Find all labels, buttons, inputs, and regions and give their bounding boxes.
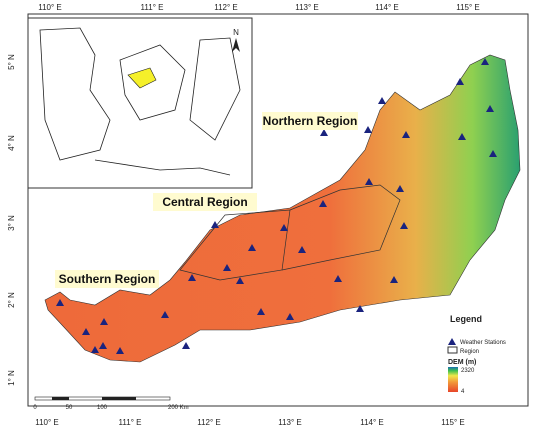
legend-label: Region bbox=[460, 349, 479, 355]
legend-region-symbol bbox=[447, 346, 458, 354]
region-label-box bbox=[262, 112, 358, 130]
legend-title: Legend bbox=[450, 314, 482, 324]
inset-map bbox=[27, 17, 253, 189]
scale-bar-segment bbox=[102, 397, 136, 400]
inset-highlight bbox=[127, 67, 157, 89]
longitude-label: 115° E bbox=[456, 3, 480, 12]
region-boundary bbox=[281, 184, 401, 271]
legend-dem-ramp bbox=[448, 367, 458, 392]
scale-label: 200 Km bbox=[168, 405, 189, 411]
longitude-label: 112° E bbox=[214, 3, 238, 12]
region-label-box bbox=[55, 270, 159, 288]
latitude-label: 5° N bbox=[7, 54, 16, 70]
region-label: Southern Region bbox=[59, 272, 156, 286]
region-boundary bbox=[179, 209, 291, 281]
north-arrow bbox=[232, 38, 240, 52]
longitude-label: 114° E bbox=[360, 418, 384, 427]
longitude-label: 114° E bbox=[375, 3, 399, 12]
region-label: Northern Region bbox=[263, 114, 358, 128]
latitude-label: 3° N bbox=[7, 215, 16, 231]
longitude-label: 111° E bbox=[141, 3, 164, 12]
legend-dem-min: 4 bbox=[461, 389, 465, 395]
longitude-label: 110° E bbox=[38, 3, 62, 12]
legend-dem-max: 2320 bbox=[461, 368, 475, 374]
longitude-label: 113° E bbox=[278, 418, 302, 427]
legend-dem-title: DEM (m) bbox=[448, 359, 476, 366]
longitude-label: 112° E bbox=[197, 418, 221, 427]
latitude-label: 1° N bbox=[7, 370, 16, 386]
scale-bar-segment bbox=[52, 397, 69, 400]
region-label: Central Region bbox=[162, 195, 247, 209]
longitude-label: 110° E bbox=[35, 418, 59, 427]
region-label-box bbox=[153, 193, 257, 211]
longitude-label: 113° E bbox=[295, 3, 319, 12]
latitude-label: 4° N bbox=[7, 135, 16, 151]
scale-label: 50 bbox=[66, 405, 73, 411]
sarawak-dem bbox=[44, 54, 521, 363]
scale-label: 0 bbox=[33, 405, 37, 411]
longitude-label: 115° E bbox=[441, 418, 465, 427]
north-label: N bbox=[233, 28, 239, 37]
weather-stations bbox=[56, 58, 497, 354]
inset-coastlines bbox=[39, 27, 241, 176]
longitude-label: 111° E bbox=[119, 418, 142, 427]
legend-label: Weather Stations bbox=[460, 340, 506, 346]
scale-label: 100 bbox=[97, 405, 108, 411]
latitude-label: 2° N bbox=[7, 292, 16, 308]
legend-station-symbol bbox=[448, 338, 456, 345]
